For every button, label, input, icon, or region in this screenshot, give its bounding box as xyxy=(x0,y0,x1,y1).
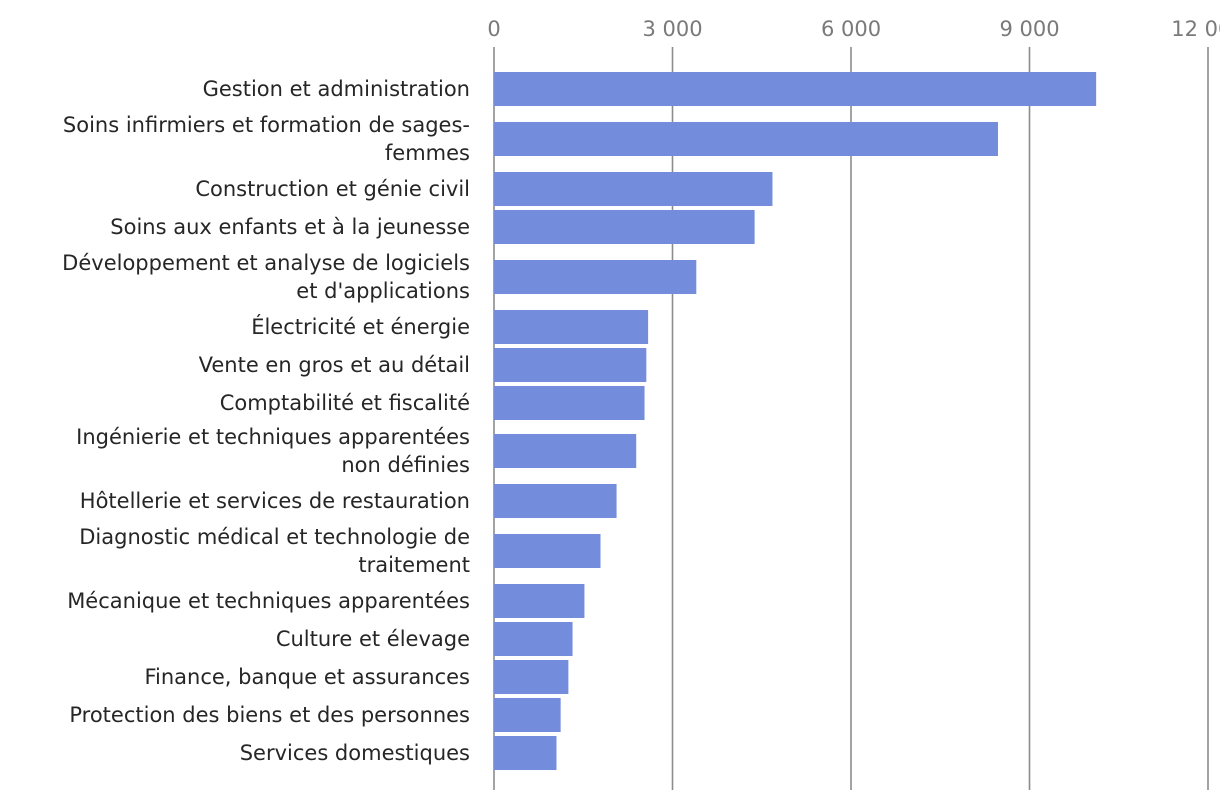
bar xyxy=(494,210,755,244)
category-label-line: Soins aux enfants et à la jeunesse xyxy=(110,215,470,239)
category-label-line: Mécanique et techniques apparentées xyxy=(67,589,470,613)
x-tick-label: 3 000 xyxy=(642,17,702,41)
x-axis-tick-labels: 0 3 000 6 000 9 000 12 000 xyxy=(487,17,1220,41)
bar xyxy=(494,698,561,732)
category-label-line: Gestion et administration xyxy=(203,77,470,101)
category-label: Protection des biens et des personnes xyxy=(69,703,470,727)
bar xyxy=(494,310,649,344)
category-label: Diagnostic médical et technologie de trai… xyxy=(79,525,470,577)
category-labels: Gestion et administration Soins infirmier… xyxy=(62,77,470,765)
category-label: Culture et élevage xyxy=(276,627,470,651)
bar xyxy=(494,434,637,468)
category-label: Mécanique et techniques apparentées xyxy=(67,589,470,613)
bar xyxy=(494,260,697,294)
bar xyxy=(494,660,569,694)
category-label: Hôtellerie et services de restauration xyxy=(80,489,470,513)
category-label: Comptabilité et fiscalité xyxy=(220,391,470,415)
category-label-line: Protection des biens et des personnes xyxy=(69,703,470,727)
category-label-line: femmes xyxy=(385,141,470,165)
bar xyxy=(494,484,617,518)
bar xyxy=(494,584,585,618)
category-label-line: Hôtellerie et services de restauration xyxy=(80,489,470,513)
category-label-line: traitement xyxy=(358,553,470,577)
category-label: Soins aux enfants et à la jeunesse xyxy=(110,215,470,239)
category-label-line: non définies xyxy=(341,453,470,477)
bar xyxy=(494,386,645,420)
category-label-line: et d'applications xyxy=(296,279,470,303)
category-label-line: Électricité et énergie xyxy=(251,314,470,339)
bar xyxy=(494,72,1097,106)
bar xyxy=(494,736,557,770)
bar xyxy=(494,172,773,206)
x-tick-label: 9 000 xyxy=(999,17,1059,41)
category-label-line: Culture et élevage xyxy=(276,627,470,651)
category-label-line: Construction et génie civil xyxy=(195,177,470,201)
category-label-line: Ingénierie et techniques apparentées xyxy=(76,425,470,449)
category-label-line: Soins infirmiers et formation de sages- xyxy=(63,113,470,137)
category-label: Ingénierie et techniques apparentées non … xyxy=(76,425,470,477)
category-label-line: Développement et analyse de logiciels xyxy=(62,251,470,275)
category-label: Services domestiques xyxy=(240,741,470,765)
category-label: Soins infirmiers et formation de sages-f… xyxy=(63,113,470,165)
bar xyxy=(494,622,573,656)
bar xyxy=(494,122,998,156)
category-label: Gestion et administration xyxy=(203,77,470,101)
bar xyxy=(494,348,647,382)
x-tick-label: 12 000 xyxy=(1171,17,1220,41)
x-tick-label: 0 xyxy=(487,17,500,41)
category-label-line: Diagnostic médical et technologie de xyxy=(79,525,470,549)
category-label: Construction et génie civil xyxy=(195,177,470,201)
category-label: Électricité et énergie xyxy=(251,314,470,339)
category-label-line: Services domestiques xyxy=(240,741,470,765)
category-label: Finance, banque et assurances xyxy=(144,665,470,689)
bars xyxy=(494,72,1097,770)
category-label: Développement et analyse de logiciels et … xyxy=(62,251,470,303)
category-label: Vente en gros et au détail xyxy=(199,353,470,377)
x-tick-label: 6 000 xyxy=(821,17,881,41)
category-label-line: Finance, banque et assurances xyxy=(144,665,470,689)
category-label-line: Comptabilité et fiscalité xyxy=(220,391,470,415)
bar xyxy=(494,534,601,568)
category-label-line: Vente en gros et au détail xyxy=(199,353,470,377)
